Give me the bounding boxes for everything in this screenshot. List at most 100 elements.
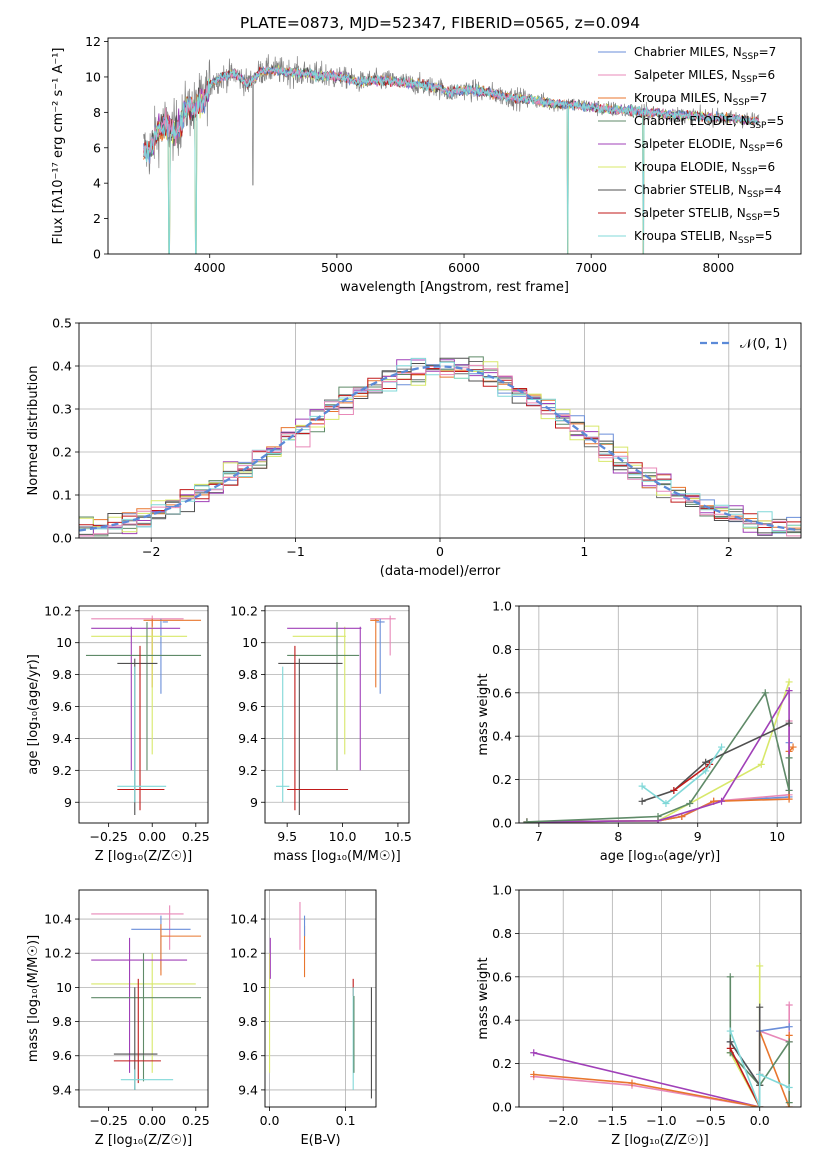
spectrum-legend: Chabrier MILES, NSSP=7 Salpeter MILES, NS… (598, 45, 784, 246)
x-tick-label: 8000 (702, 260, 734, 275)
weight-series-line (526, 687, 790, 823)
plot-area-residuals (79, 356, 801, 537)
y-tick-label: 1.0 (492, 883, 512, 898)
y-tick-label: 0.8 (492, 642, 512, 657)
legend-label: Salpeter STELIB, NSSP=5 (634, 206, 780, 223)
y-tick-label: 9.6 (52, 699, 72, 714)
plot-area-weight_age (523, 678, 797, 823)
y-tick-label: 0.0 (492, 816, 512, 831)
y-tick-label: 9.4 (52, 731, 72, 746)
legend-suffix: =5 (766, 114, 784, 128)
axes-frame (78, 889, 209, 1108)
x-axis-label: Z [log₁₀(Z/Z☉)] (611, 1133, 708, 1148)
x-axis-label: mass [log₁₀(M/M☉)] (273, 849, 400, 864)
plot-area-mass_z (91, 905, 202, 1090)
x-tick-label: 0.1 (336, 1113, 356, 1128)
y-tick-label: 10 (242, 980, 258, 995)
y-axis-label: mass [log₁₀(M/M☉)] (26, 935, 41, 1062)
y-tick-label: 9.6 (52, 1048, 72, 1063)
x-tick-label: 0.00 (138, 829, 166, 844)
weight-point-marker (702, 758, 710, 766)
weight-point-marker (785, 786, 793, 794)
x-tick-label: −1.0 (646, 1113, 676, 1128)
y-axis-label: mass weight (476, 957, 491, 1039)
x-tick-label: −1.5 (597, 1113, 627, 1128)
plot-area-spectrum (143, 54, 760, 254)
legend-subscript: SSP (746, 213, 763, 223)
axes-frame (264, 605, 410, 824)
weight-point-marker (702, 767, 710, 775)
panel-mass_z: −0.25 0.00 0.25 9.4 9.6 9.8 10 10.2 10.4 Z [log₁₀… (26, 889, 210, 1148)
histogram-series (79, 364, 801, 537)
y-tick-label: 0.2 (492, 772, 512, 787)
x-tick-label: 0 (436, 544, 444, 559)
x-tick-label: −2 (142, 544, 160, 559)
legend-label: Chabrier MILES, NSSP=7 (634, 45, 776, 62)
legend-suffix: =7 (759, 45, 777, 59)
x-axis-label: (data-model)/error (380, 564, 501, 579)
y-tick-label: 12 (85, 34, 101, 49)
y-tick-label: 0.4 (492, 729, 512, 744)
legend-subscript: SSP (741, 167, 758, 177)
model-spectrum-line (143, 66, 759, 254)
y-tick-label: 0.5 (52, 316, 72, 331)
panel-residuals: −2 −1 0 1 2 0.0 0.1 0.2 0.3 0.4 0.5 (data-model)/er… (26, 316, 802, 579)
weight-point-marker (785, 1001, 793, 1009)
weight-point-marker (726, 1044, 734, 1052)
y-tick-label: 10.2 (44, 603, 72, 618)
x-tick-label: 2 (725, 544, 733, 559)
weight-point-marker (757, 760, 765, 768)
weight-series-line (729, 1007, 761, 1088)
weight-point-marker (662, 799, 670, 807)
y-tick-label: 0.1 (52, 488, 72, 503)
plot-area-age_z (85, 615, 202, 816)
y-tick-label: 9.2 (238, 763, 258, 778)
legend-label: 𝒩(0, 1) (740, 337, 787, 352)
panel-mass_ebv: 0.0 0.1 9.4 9.6 9.8 10 10.2 10.4 E(B-V) (230, 889, 377, 1148)
weight-point-marker (785, 1038, 793, 1046)
y-tick-label: 10 (85, 69, 101, 84)
panel-weight_age: 7 8 9 10 0.0 0.2 0.4 0.6 0.8 1.0 age [log₁₀(age/yr… (476, 599, 802, 864)
weight-series-line (673, 763, 711, 792)
x-tick-label: 7 (535, 829, 543, 844)
x-axis-label: Z [log₁₀(Z/Z☉)] (95, 1133, 192, 1148)
x-tick-label: 0.00 (138, 1113, 166, 1128)
x-tick-label: 0.0 (260, 1113, 280, 1128)
weight-series-line (729, 1030, 790, 1107)
x-tick-label: 5000 (321, 260, 353, 275)
y-axis-label: age [log₁₀(age/yr)] (26, 654, 41, 775)
legend-subscript: SSP (733, 98, 750, 108)
x-tick-label: 9 (694, 829, 702, 844)
y-tick-label: 10 (242, 635, 258, 650)
panel-age_z: −0.25 0.00 0.25 9 9.2 9.4 9.6 9.8 10 10.2 Z [log₁₀… (26, 603, 210, 864)
y-tick-label: 9.4 (52, 1082, 72, 1097)
y-tick-label: 0.4 (52, 359, 72, 374)
y-tick-label: 10 (56, 635, 72, 650)
weight-point-marker (523, 818, 531, 823)
y-tick-label: 9.2 (52, 763, 72, 778)
x-tick-label: 7000 (575, 260, 607, 275)
legend-suffix: =6 (757, 68, 775, 82)
legend-suffix: =7 (750, 91, 768, 105)
axes-frame (78, 605, 209, 824)
legend-subscript: SSP (748, 144, 765, 154)
y-tick-label: 9 (250, 795, 258, 810)
legend-subscript: SSP (747, 190, 764, 200)
weight-series-line (641, 746, 723, 805)
y-tick-label: 2 (93, 211, 101, 226)
y-tick-label: 1.0 (492, 599, 512, 614)
legend-subscript: SSP (750, 121, 767, 131)
weight-point-marker (726, 1038, 734, 1046)
axes-frame (78, 322, 802, 539)
y-tick-label: 0.4 (492, 1013, 512, 1028)
weight-point-marker (756, 1070, 764, 1078)
weight-point-marker (785, 678, 793, 686)
weight-point-marker (726, 1027, 734, 1035)
weight-point-marker (686, 799, 694, 807)
weight-point-marker (785, 1099, 793, 1107)
y-tick-label: 0.6 (492, 685, 512, 700)
legend-label: Kroupa MILES, NSSP=7 (634, 91, 767, 108)
x-tick-label: 0.0 (750, 1113, 770, 1128)
weight-point-marker (530, 1070, 538, 1078)
